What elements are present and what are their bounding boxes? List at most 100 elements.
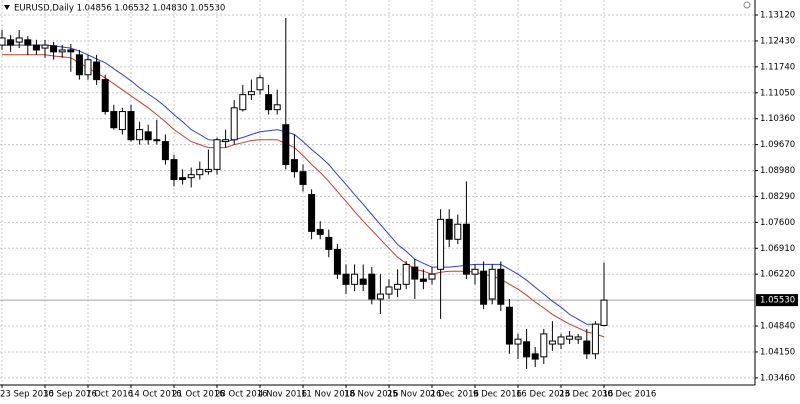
candle-body	[600, 299, 608, 326]
y-tick-label: 1.11740	[760, 62, 795, 72]
x-tick-label: 16 Dec 2016	[516, 390, 570, 400]
y-tick-label: 1.10360	[760, 114, 795, 124]
x-tick-label: 2 Dec 2016	[430, 390, 479, 400]
y-tick-label: 1.08980	[760, 166, 795, 176]
candle-body	[50, 45, 58, 53]
candle-body	[222, 139, 230, 143]
candle-body	[256, 77, 264, 91]
candle-body	[290, 159, 298, 173]
candle-body	[213, 139, 221, 170]
candle-body	[566, 335, 574, 340]
x-tick-label: 7 Oct 2016	[86, 390, 133, 400]
candle-body	[196, 168, 204, 176]
x-tick-label: 25 Nov 2016	[387, 390, 441, 400]
current-price-label: 1.05530	[760, 296, 795, 306]
candle-body	[41, 44, 49, 49]
current-price-tag	[756, 294, 798, 307]
candle-body	[385, 286, 393, 295]
x-tick-label: 18 Nov 2016	[344, 390, 398, 400]
candle-body	[101, 79, 109, 113]
candle-body	[428, 273, 436, 280]
candle-body	[471, 268, 479, 275]
candle-body	[93, 61, 101, 81]
x-tick-label: 9 Dec 2016	[473, 390, 522, 400]
candle-body	[118, 111, 126, 131]
candle-body	[15, 37, 23, 43]
moving-average	[2, 44, 604, 325]
candle-body	[437, 218, 445, 270]
candle-body	[505, 306, 513, 345]
candle-body	[144, 131, 152, 141]
candle-body	[127, 111, 135, 141]
candle-body	[368, 273, 376, 300]
candle-body	[179, 177, 187, 181]
y-tick-label: 1.08290	[760, 192, 795, 202]
x-tick-label: 23 Sep 2016	[0, 390, 54, 400]
candle-body	[273, 104, 281, 111]
candle-body	[376, 293, 384, 300]
x-tick-label: 11 Nov 2016	[301, 390, 355, 400]
candle-body	[497, 268, 505, 305]
y-tick-label: 1.06910	[760, 244, 795, 254]
candle-body	[411, 266, 419, 280]
candle-body	[342, 273, 350, 285]
y-tick-label: 1.13120	[760, 11, 795, 21]
candle-body	[333, 248, 341, 275]
candle-body	[24, 39, 32, 46]
candle-body	[351, 273, 359, 285]
candle-body	[583, 340, 591, 355]
x-tick-label: 21 Oct 2016	[172, 390, 225, 400]
candle-body	[454, 223, 462, 240]
candle-body	[282, 124, 290, 166]
y-tick-label: 1.07600	[760, 218, 795, 228]
corner-icon	[743, 1, 751, 9]
candle-body	[187, 174, 195, 179]
candle-body	[247, 91, 255, 96]
y-tick-label: 1.12430	[760, 36, 795, 46]
candle-body	[574, 336, 582, 340]
chart-title: EURUSD,Daily 1.04856 1.06532 1.04830 1.0…	[14, 4, 225, 14]
candle-body	[591, 323, 599, 355]
candle-body	[58, 49, 66, 53]
candle-body	[462, 223, 470, 275]
x-tick-label: 14 Oct 2016	[129, 390, 182, 400]
candle-body	[419, 278, 427, 282]
candle-body	[161, 141, 169, 161]
x-tick-label: 30 Dec 2016	[602, 390, 656, 400]
candle-body	[488, 268, 496, 300]
y-tick-label: 1.11050	[760, 88, 795, 98]
candle-body	[308, 194, 316, 232]
candle-body	[7, 39, 15, 46]
y-tick-label: 1.04840	[760, 322, 795, 332]
candle-body	[32, 44, 40, 51]
x-tick-label: 30 Sep 2016	[43, 390, 97, 400]
y-tick-label: 1.09670	[760, 140, 795, 150]
y-tick-label: 1.04150	[760, 347, 795, 357]
candle-body	[136, 129, 144, 141]
candle-body	[523, 341, 531, 358]
candle-body	[230, 107, 238, 141]
menu-arrow	[4, 5, 10, 10]
candle-body	[531, 353, 539, 360]
candle-body	[239, 94, 247, 111]
plot-area	[0, 0, 755, 385]
candle-body	[110, 111, 118, 129]
candle-body	[394, 283, 402, 290]
candle-body	[480, 270, 488, 305]
y-tick-label: 1.06220	[760, 270, 795, 280]
candle-body	[402, 263, 410, 285]
candle-body	[67, 49, 75, 53]
candle-body	[204, 168, 212, 173]
x-tick-label: 23 Dec 2016	[559, 390, 613, 400]
candle-body	[445, 218, 453, 240]
candle-body	[299, 171, 307, 185]
candle-body	[75, 54, 83, 76]
candle-body	[514, 338, 522, 345]
candle-body	[84, 59, 92, 76]
candle-body	[265, 94, 273, 111]
candle-body	[153, 139, 161, 142]
candle-body	[0, 37, 6, 46]
candle-body	[325, 236, 333, 250]
